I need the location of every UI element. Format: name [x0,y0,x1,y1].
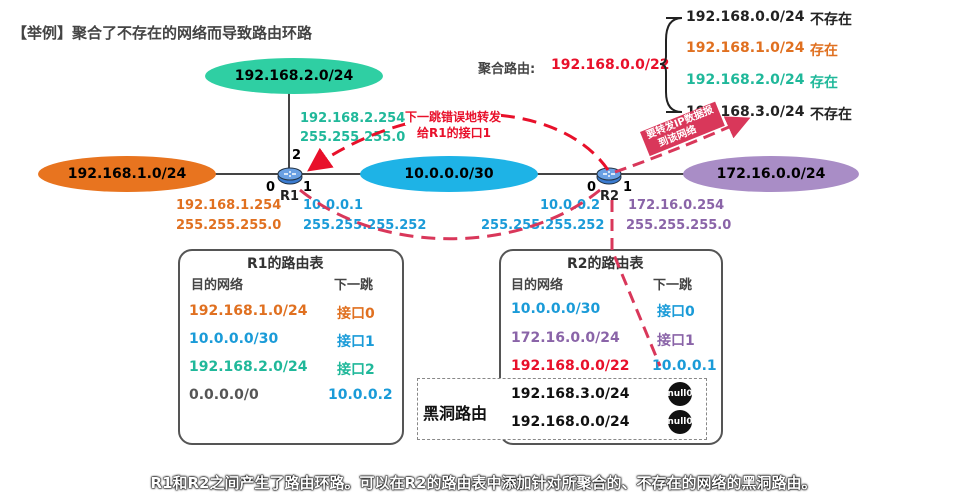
agg-item-2-status: 存在 [810,75,838,91]
return-arc [299,188,601,241]
forward-arrow [614,116,751,174]
r2-col-dest: 目的网络 [511,278,564,293]
r1-row-0-dest: 192.168.1.0/24 [189,303,308,319]
r2-row-2-dest: 192.168.0.0/22 [511,358,630,374]
r2-if1-ip: 172.16.0.254 [628,198,725,213]
caption-subtitle: R1和R2之间产生了路由环路。可以在R2的路由表中添加针对所聚合的、不存在的网络… [150,474,817,493]
network-172-16: 172.16.0.0/24 [683,156,859,192]
r2-row-0-dest: 10.0.0.0/30 [511,301,601,317]
network-192-168-1: 192.168.1.0/24 [38,156,216,192]
misforward-note-line1: 下一跳错误地转发 [405,108,502,125]
blackhole-label: 黑洞路由 [423,404,488,423]
r1-routing-table [178,249,404,445]
agg-item-0-status: 不存在 [810,12,852,28]
r1-port-1: 1 [303,180,313,195]
aggregate-value: 192.168.0.0/22 [551,57,670,73]
network-172-16-label: 172.16.0.0/24 [716,166,826,182]
blackhole-box [417,378,707,440]
r2-row-1-next: 接口1 [657,333,695,349]
r2-port-1: 1 [623,180,633,195]
r1-col-next: 下一跳 [334,278,374,293]
r1-row-3-dest: 0.0.0.0/0 [189,387,259,403]
r1-if1-ip: 10.0.0.1 [303,198,364,213]
lookup-arrow [610,200,662,367]
blackhole-row-1-next: null0 [667,417,693,427]
r1-if0-mask: 255.255.255.0 [176,218,282,233]
network-192-168-2: 192.168.2.0/24 [205,58,383,94]
r1-row-3-next: 10.0.0.2 [328,387,393,403]
r1-row-2-next: 接口2 [337,362,375,378]
r2-row-1-dest: 172.16.0.0/24 [511,330,620,346]
router-r1-icon [277,167,303,185]
agg-item-2-net: 192.168.2.0/24 [686,72,805,88]
r1-if2-ip: 192.168.2.254 [300,111,406,126]
network-192-168-1-label: 192.168.1.0/24 [67,166,187,182]
r1-row-2-dest: 192.168.2.0/24 [189,359,308,375]
r1-row-0-next: 接口0 [337,306,375,322]
r1-col-dest: 目的网络 [191,278,244,293]
r2-table-title: R2的路由表 [567,256,644,272]
agg-item-3-status: 不存在 [810,107,852,123]
agg-item-0-net: 192.168.0.0/24 [686,9,805,25]
router-r1-label: R1 [280,189,300,204]
r2-port-0: 0 [587,180,597,195]
network-192-168-2-label: 192.168.2.0/24 [234,68,354,84]
r2-row-2-next: 10.0.0.1 [652,358,717,374]
network-10-0-0: 10.0.0.0/30 [360,156,538,192]
r2-row-0-next: 接口0 [657,304,695,320]
r2-if1-mask: 255.255.255.0 [626,218,732,233]
router-r2-label: R2 [600,189,620,204]
r1-row-1-dest: 10.0.0.0/30 [189,331,279,347]
r1-table-title: R1的路由表 [247,256,324,272]
r1-if0-ip: 192.168.1.254 [176,198,282,213]
r2-if0-ip: 10.0.0.2 [540,198,601,213]
r1-row-1-next: 接口1 [337,334,375,350]
page-title: 【举例】聚合了不存在的网络而导致路由环路 [12,24,313,42]
misforward-note-line2: 给R1的接口1 [417,124,491,141]
r2-col-next: 下一跳 [653,278,693,293]
r1-port-0: 0 [266,180,276,195]
blackhole-row-0-next: null0 [667,389,693,399]
aggregate-label: 聚合路由: [478,62,536,77]
agg-item-1-net: 192.168.1.0/24 [686,40,805,56]
r1-port-2: 2 [292,148,302,163]
network-10-0-0-label: 10.0.0.0/30 [404,166,494,182]
blackhole-row-0-null0-icon: null0 [667,382,693,406]
blackhole-row-1-null0-icon: null0 [667,410,693,434]
blackhole-row-0-dest: 192.168.3.0/24 [511,386,630,402]
r2-if0-mask: 255.255.255.252 [481,218,605,233]
blackhole-row-1-dest: 192.168.0.0/24 [511,414,630,430]
agg-item-1-status: 存在 [810,43,838,59]
